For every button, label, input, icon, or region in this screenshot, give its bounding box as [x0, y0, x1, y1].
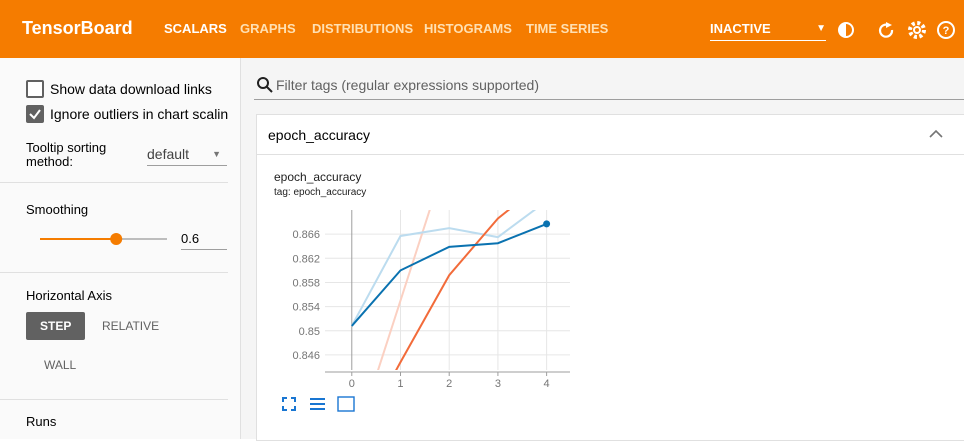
status-text: INACTIVE — [710, 21, 771, 36]
nav-tab[interactable]: DISTRIBUTIONS — [312, 21, 414, 36]
help-icon[interactable] — [937, 21, 955, 39]
horizontal-axis-label: Horizontal Axis — [26, 288, 112, 303]
checkbox[interactable] — [26, 80, 44, 98]
y-tick-label: 0.862 — [292, 253, 320, 265]
card-title[interactable]: epoch_accuracy — [268, 127, 370, 143]
chart-title: epoch_accuracy — [274, 170, 361, 184]
y-tick-label: 0.858 — [292, 277, 320, 289]
card — [256, 114, 964, 441]
y-tick-label: 0.846 — [292, 350, 320, 362]
series-line — [395, 210, 511, 370]
x-tick-label: 3 — [495, 378, 501, 390]
filter-input[interactable]: Filter tags (regular expressions support… — [276, 77, 540, 93]
checkbox-label: Show data download links — [50, 81, 212, 97]
sidebar: Show data download links Ignore outliers … — [0, 58, 241, 439]
axis-button[interactable]: WALL — [44, 358, 77, 372]
fit-icon[interactable] — [337, 396, 355, 412]
tooltip-sorting-select[interactable]: default ▼ — [147, 146, 227, 166]
nav-tab[interactable]: GRAPHS — [240, 21, 296, 36]
checkbox[interactable] — [26, 105, 44, 123]
tooltip-sorting-value: default — [147, 146, 190, 162]
collapse-icon[interactable] — [928, 128, 944, 140]
search-icon — [257, 77, 273, 93]
header-icons: ? — [838, 21, 955, 39]
settings-icon[interactable] — [908, 21, 926, 39]
reload-icon[interactable] — [878, 23, 894, 38]
last-point — [543, 220, 551, 228]
checkbox-label: Ignore outliers in chart scaling — [50, 106, 228, 122]
tooltip-sorting-label: Tooltip sorting method: — [26, 140, 107, 169]
smoothing-label: Smoothing — [26, 202, 89, 217]
filter-underline — [254, 99, 964, 100]
y-tick-label: 0.85 — [299, 326, 320, 338]
nav-tab[interactable]: HISTOGRAMS — [424, 21, 512, 36]
nav-tab[interactable]: TIME SERIES — [526, 21, 609, 36]
header: TensorBoard SCALARS GRAPHS DISTRIBUTIONS HI… — [0, 0, 964, 58]
smoothing-input[interactable]: 0.6 — [181, 231, 227, 250]
series-line — [351, 222, 547, 327]
series-line — [350, 210, 537, 327]
lines-icon[interactable] — [310, 398, 325, 410]
chart: epoch_accuracy tag: epoch_accuracy 0.846… — [274, 170, 570, 412]
runs-label: Runs — [26, 414, 57, 429]
fullscreen-icon[interactable] — [282, 397, 296, 411]
y-tick-label: 0.854 — [292, 302, 320, 314]
x-tick-label: 1 — [397, 378, 403, 390]
smoothing-slider[interactable] — [38, 231, 170, 247]
axis-button[interactable]: RELATIVE — [102, 319, 160, 333]
axis-button[interactable]: STEP — [26, 312, 86, 340]
nav-tab[interactable]: SCALARS — [164, 21, 227, 36]
chart-subtitle: tag: epoch_accuracy — [274, 187, 366, 198]
app-title: TensorBoard — [22, 18, 133, 38]
x-tick-label: 0 — [349, 378, 355, 390]
slider-knob[interactable] — [110, 233, 123, 245]
svg-text:?: ? — [943, 25, 950, 37]
y-tick-label: 0.866 — [292, 229, 320, 241]
chart-toolbar — [282, 396, 355, 412]
x-tick-label: 4 — [544, 378, 550, 390]
x-tick-label: 2 — [446, 378, 452, 390]
series-line — [377, 210, 431, 370]
status-dropdown[interactable]: INACTIVE ▼ — [710, 21, 826, 41]
